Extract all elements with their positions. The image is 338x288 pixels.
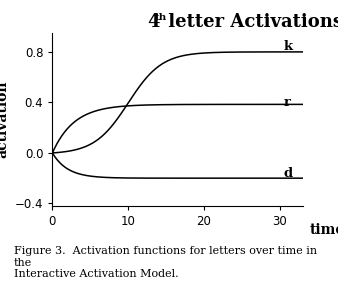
Text: time: time: [310, 223, 338, 236]
Y-axis label: activation: activation: [0, 81, 9, 158]
Text: th: th: [155, 13, 167, 22]
Text: Figure 3.  Activation functions for letters over time in the
Interactive Activat: Figure 3. Activation functions for lette…: [14, 246, 317, 279]
Text: k: k: [284, 40, 293, 53]
Text: letter Activations: letter Activations: [162, 13, 338, 31]
Text: r: r: [284, 96, 291, 109]
Text: 4: 4: [147, 13, 160, 31]
Text: d: d: [284, 167, 293, 180]
